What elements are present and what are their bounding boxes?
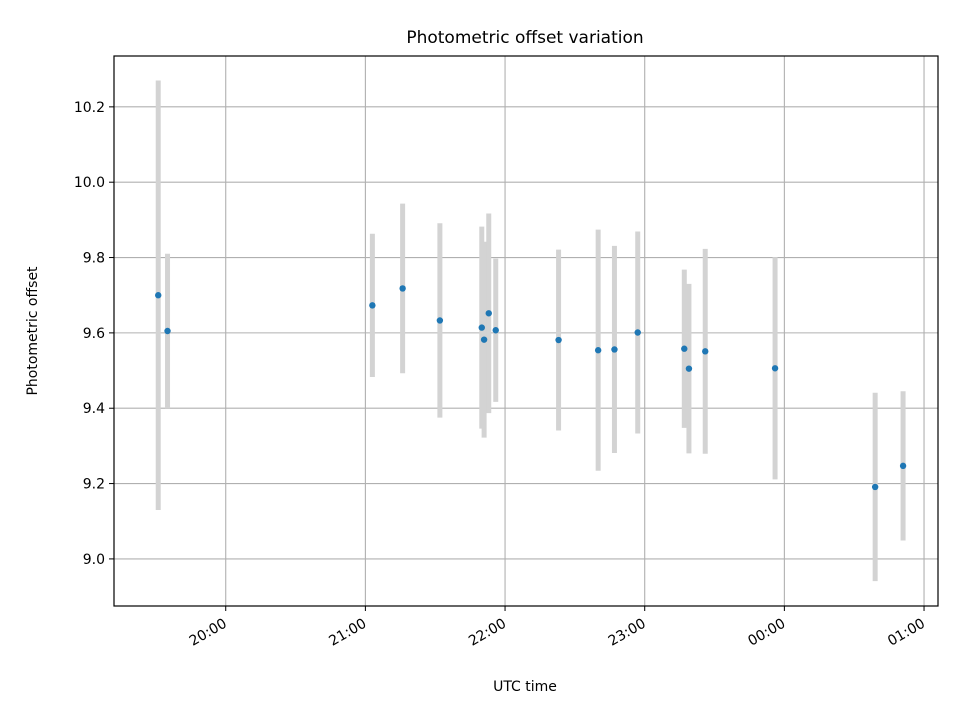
- y-tick-label: 9.6: [83, 326, 105, 342]
- data-point: [399, 285, 406, 292]
- x-tick-label: 23:00: [606, 616, 649, 650]
- y-axis-ticks: 9.0 9.2 9.4 9.6 9.8 10.0 10.2: [74, 100, 114, 568]
- data-point: [594, 347, 602, 354]
- x-tick-label: 21:00: [326, 616, 369, 650]
- y-tick-label: 10.2: [74, 100, 105, 116]
- data-point: [164, 327, 171, 335]
- y-axis-label: Photometric offset: [25, 266, 41, 396]
- x-axis-label: UTC time: [493, 679, 557, 695]
- x-tick-label: 22:00: [466, 616, 509, 650]
- data-point: [478, 324, 485, 331]
- plot-frame: [113, 55, 939, 607]
- x-axis-ticks: 20:00 21:00 22:00 23:00 00:00 01:00: [187, 606, 928, 650]
- data-point: [899, 462, 907, 470]
- data-point: [485, 310, 492, 317]
- y-tick-label: 9.4: [83, 401, 105, 417]
- chart-title: Photometric offset variation: [406, 28, 643, 48]
- y-tick-label: 9.2: [83, 477, 105, 493]
- data-point: [492, 327, 499, 334]
- data-point: [771, 365, 779, 372]
- data-point: [611, 346, 618, 353]
- data-point: [155, 292, 162, 299]
- data-point: [681, 345, 688, 352]
- y-tick-label: 10.0: [74, 175, 105, 191]
- data-point: [634, 329, 641, 336]
- data-point: [369, 302, 376, 309]
- x-tick-label: 01:00: [885, 616, 928, 650]
- data-point: [702, 348, 709, 355]
- data-point: [480, 336, 488, 343]
- data-point: [555, 336, 562, 344]
- x-tick-label: 00:00: [745, 616, 788, 650]
- data-points: [155, 285, 907, 491]
- data-point: [436, 317, 444, 324]
- data-point: [871, 483, 879, 491]
- data-point: [685, 365, 693, 372]
- x-tick-label: 20:00: [187, 616, 230, 650]
- y-tick-label: 9.8: [83, 251, 105, 267]
- y-tick-label: 9.0: [83, 552, 105, 568]
- error-bars: [155, 80, 906, 582]
- grid-lines: [114, 56, 938, 606]
